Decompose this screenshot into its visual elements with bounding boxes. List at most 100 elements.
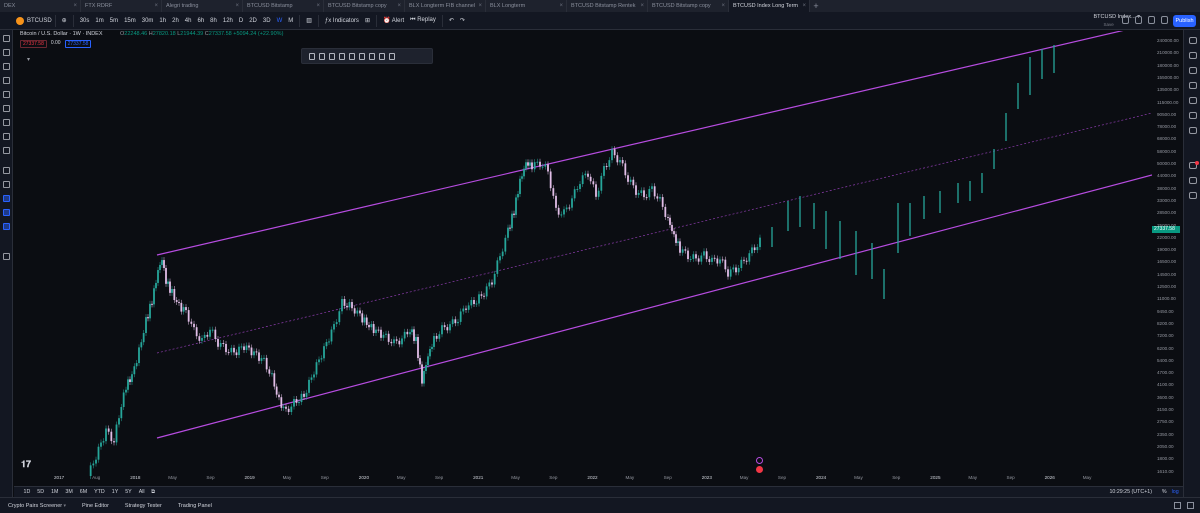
browser-tab[interactable]: BTCUSD Index Long Term ×: [729, 0, 810, 12]
undo-icon[interactable]: ↶: [448, 18, 454, 24]
fib-tool-icon[interactable]: [339, 52, 345, 60]
interval-button[interactable]: D: [238, 17, 244, 24]
brush-tool-icon[interactable]: [329, 52, 335, 60]
measure-icon[interactable]: [3, 167, 10, 174]
indicators-button[interactable]: ƒx Indicators: [324, 17, 359, 24]
text-tool-icon[interactable]: [369, 52, 375, 60]
help-icon[interactable]: [1189, 192, 1197, 199]
interval-button[interactable]: 15m: [124, 17, 136, 24]
publish-button[interactable]: Publish: [1173, 15, 1196, 27]
chart-type-icon[interactable]: ▥: [306, 18, 312, 24]
close-tab-icon[interactable]: ×: [397, 3, 401, 9]
fib-icon[interactable]: [3, 63, 10, 70]
fullscreen-icon[interactable]: [1148, 16, 1155, 24]
camera-icon[interactable]: [1161, 16, 1168, 24]
close-tab-icon[interactable]: ×: [316, 3, 320, 9]
range-button[interactable]: 3M: [65, 489, 73, 495]
range-button[interactable]: 5Y: [125, 489, 132, 495]
alert-button[interactable]: ⏰ Alert: [382, 18, 405, 24]
eye-icon[interactable]: [3, 223, 10, 230]
range-button[interactable]: YTD: [94, 489, 105, 495]
price-chart[interactable]: [14, 31, 1152, 486]
prediction-icon[interactable]: [3, 119, 10, 126]
close-tab-icon[interactable]: ×: [721, 3, 725, 9]
new-tab-button[interactable]: +: [813, 1, 819, 11]
interval-button[interactable]: 4h: [184, 17, 192, 24]
browser-tab[interactable]: Alegri trading ×: [162, 0, 243, 12]
interval-button[interactable]: 3D: [262, 17, 271, 24]
interval-button[interactable]: 2D: [249, 17, 257, 24]
range-button[interactable]: 1D: [23, 489, 31, 495]
browser-tab[interactable]: BLX Longterm FIB channel ×: [405, 0, 486, 12]
redo-icon[interactable]: ↷: [459, 18, 465, 24]
streams-icon[interactable]: [1189, 177, 1197, 184]
interval-button[interactable]: 2h: [172, 17, 179, 24]
close-tab-icon[interactable]: ×: [640, 3, 644, 9]
trash-icon[interactable]: [3, 253, 10, 260]
replay-button[interactable]: ⏮ Replay: [410, 17, 436, 23]
browser-tab[interactable]: BTCUSD Bitstamp Rentek ×: [567, 0, 648, 12]
symbol-search[interactable]: BTCUSD: [0, 16, 52, 25]
templates-icon[interactable]: ⊞: [364, 18, 370, 24]
chat-icon[interactable]: [1189, 112, 1197, 119]
close-tab-icon[interactable]: ×: [478, 3, 482, 9]
layout-name[interactable]: BTCUSD Index... ▾ Save: [1093, 14, 1140, 27]
drag-handle-icon[interactable]: [309, 52, 315, 60]
browser-tab[interactable]: FTX RDRF ×: [81, 0, 162, 12]
ideas-icon[interactable]: [1189, 97, 1197, 104]
goto-date-icon[interactable]: ⧉: [151, 488, 155, 495]
range-button[interactable]: 6M: [79, 489, 88, 495]
trend-line-icon[interactable]: [3, 49, 10, 56]
line-tool-icon[interactable]: [349, 52, 355, 60]
tab-trading-panel[interactable]: Trading Panel: [177, 502, 212, 509]
range-button[interactable]: 1M: [51, 489, 59, 495]
interval-button[interactable]: 12h: [222, 17, 233, 24]
percent-scale-toggle[interactable]: %: [1161, 489, 1167, 495]
collapse-legend-icon[interactable]: ▾: [27, 57, 31, 63]
ruler-icon[interactable]: [3, 133, 10, 140]
close-tab-icon[interactable]: ×: [559, 3, 563, 9]
note-tool-icon[interactable]: [379, 52, 385, 60]
calendar-icon[interactable]: [1189, 82, 1197, 89]
close-tab-icon[interactable]: ×: [802, 3, 806, 9]
time-axis[interactable]: 2017 Aug 2018 May Sep 2019 May Sep 2020 May Sep 202…: [14, 473, 1152, 483]
pattern-icon[interactable]: [3, 105, 10, 112]
interval-button[interactable]: 6h: [197, 17, 205, 24]
interval-button[interactable]: 8h: [210, 17, 217, 24]
earnings-marker-icon[interactable]: [756, 466, 763, 473]
event-marker-icon[interactable]: [756, 457, 763, 464]
interval-button[interactable]: 1h: [159, 17, 167, 24]
browser-tab[interactable]: BTCUSD Bitstamp copy ×: [324, 0, 405, 12]
more-tool-icon[interactable]: [389, 52, 395, 60]
interval-button[interactable]: 30s: [79, 17, 90, 24]
notifications-icon[interactable]: [1189, 161, 1199, 169]
interval-button[interactable]: M: [288, 17, 294, 24]
brush-icon[interactable]: [3, 77, 10, 84]
collapse-panel-icon[interactable]: [1187, 502, 1194, 509]
interval-button[interactable]: 30m: [141, 17, 154, 24]
log-scale-toggle[interactable]: log: [1171, 489, 1179, 495]
add-compare-icon[interactable]: ⊕: [61, 18, 67, 24]
heart-icon[interactable]: [3, 147, 10, 154]
hotlist-icon[interactable]: [1189, 127, 1197, 134]
range-button[interactable]: 5D: [37, 489, 45, 495]
interval-button[interactable]: 1m: [95, 17, 104, 24]
data-window-icon[interactable]: [1189, 67, 1197, 74]
ruler-tool-icon[interactable]: [359, 52, 365, 60]
settings-icon[interactable]: [1135, 16, 1142, 24]
tab-crypto-pairs-screener[interactable]: Crypto Pairs Screener: [8, 503, 66, 509]
close-tab-icon[interactable]: ×: [73, 3, 77, 9]
close-tab-icon[interactable]: ×: [154, 3, 158, 9]
interval-button[interactable]: W: [276, 17, 283, 24]
range-button[interactable]: 1Y: [111, 489, 119, 495]
interval-button[interactable]: 5m: [109, 17, 119, 24]
magnet-icon[interactable]: [3, 195, 10, 202]
crosshair-icon[interactable]: [3, 35, 10, 42]
text-icon[interactable]: [3, 91, 10, 98]
zoom-icon[interactable]: [3, 181, 10, 188]
tab-strategy-tester[interactable]: Strategy Tester: [124, 502, 162, 509]
range-button[interactable]: All: [138, 489, 145, 495]
price-axis[interactable]: 240000.00 210000.00 180000.00 155000.00 1350…: [1152, 31, 1183, 486]
chart-pane[interactable]: [14, 31, 1152, 486]
browser-tab[interactable]: BTCUSD Bitstamp copy ×: [648, 0, 729, 12]
